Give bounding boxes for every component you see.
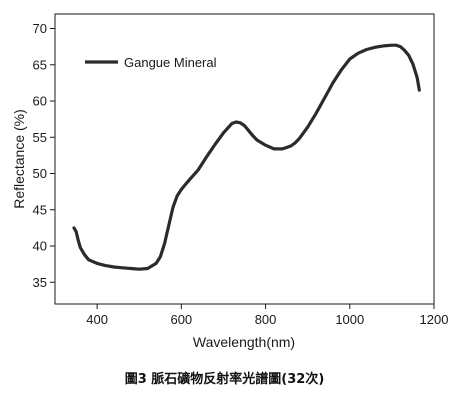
- x-tick-label: 600: [170, 312, 192, 327]
- x-axis: 400 600 800 1000 1200: [86, 304, 448, 327]
- plot-frame: [54, 13, 435, 305]
- chart-svg: 400 600 800 1000 1200 35 40 45 50 55 60 65 70 Gangu…: [11, 13, 448, 350]
- series-layer: [72, 43, 421, 271]
- y-axis: 35 40 45 50 55 60 65 70: [33, 21, 55, 290]
- x-tick-label: 1200: [420, 312, 449, 327]
- y-tick-label: 60: [33, 94, 47, 109]
- figure-caption: 圖3 脈石礦物反射率光譜圖(32次): [124, 372, 325, 387]
- x-axis-title: Wavelength(nm): [193, 334, 295, 350]
- series-line: [72, 43, 421, 271]
- y-tick-label: 55: [33, 130, 47, 145]
- x-tick-label: 400: [86, 312, 108, 327]
- y-tick-label: 35: [33, 275, 47, 290]
- x-tick-label: 1000: [335, 312, 364, 327]
- y-tick-label: 70: [33, 21, 47, 36]
- y-axis-title: Reflectance (%): [11, 109, 27, 209]
- legend: Gangue Mineral: [85, 55, 217, 70]
- x-tick-label: 800: [255, 312, 277, 327]
- y-tick-label: 65: [33, 57, 47, 72]
- y-tick-label: 45: [33, 202, 47, 217]
- y-tick-label: 50: [33, 166, 47, 181]
- y-tick-label: 40: [33, 239, 47, 254]
- legend-label: Gangue Mineral: [124, 55, 217, 70]
